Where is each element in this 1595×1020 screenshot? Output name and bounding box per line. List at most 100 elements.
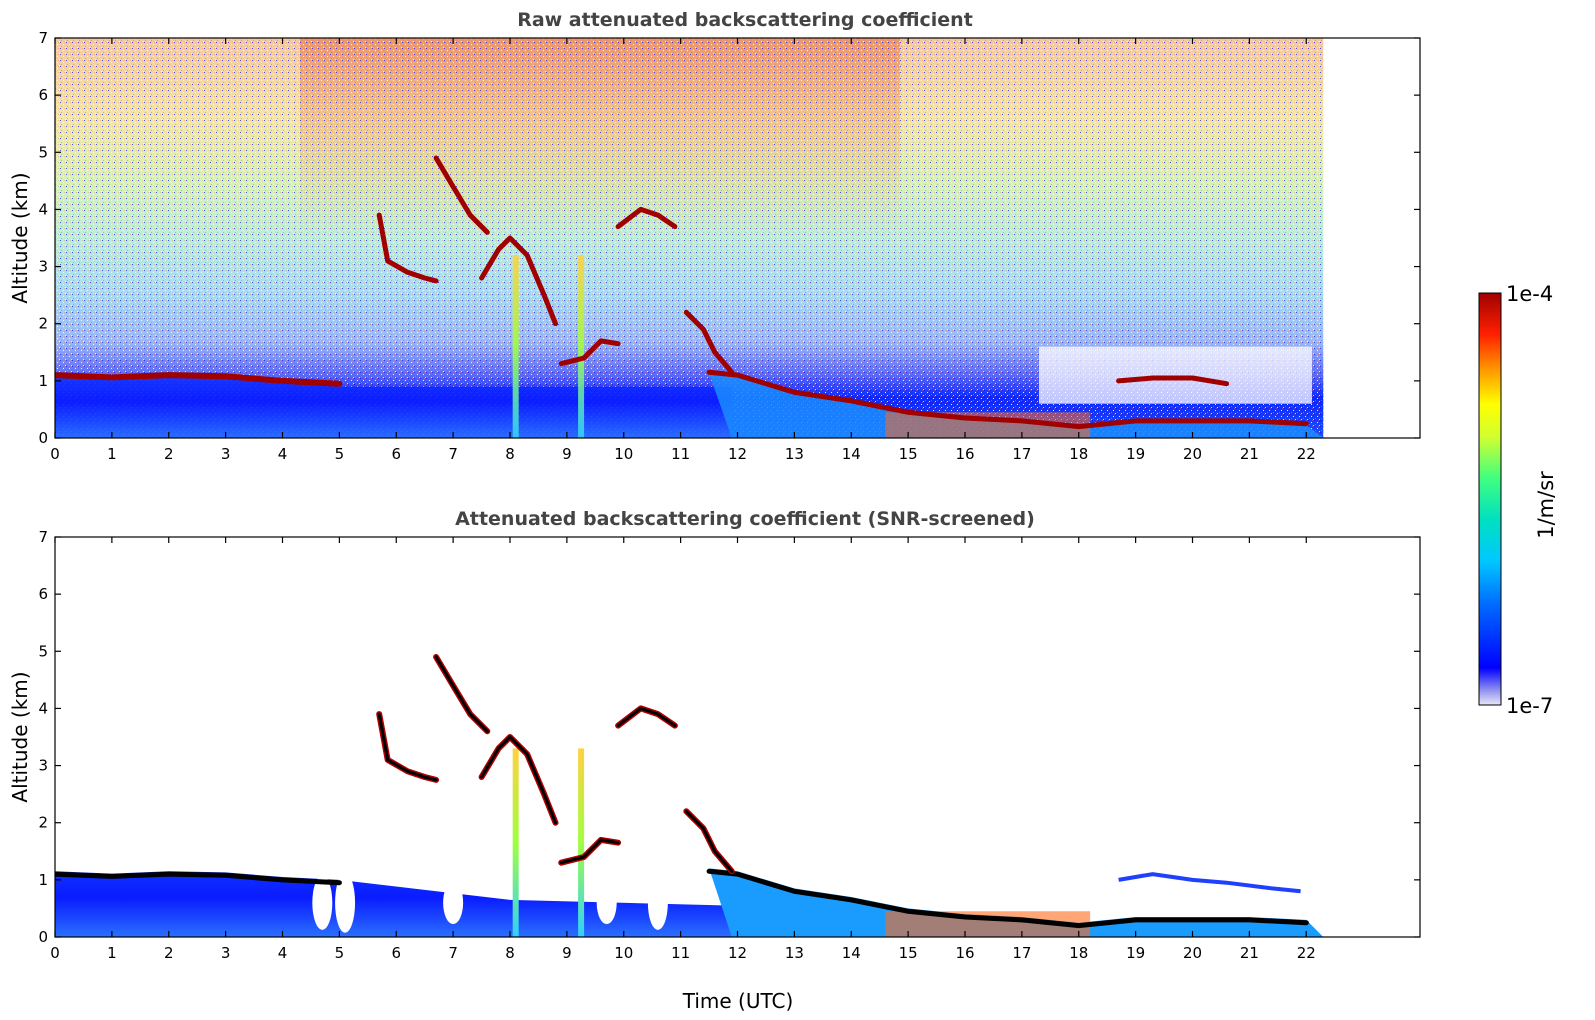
x-tick-label: 0 [50,944,60,962]
x-tick-label: 1 [107,944,117,962]
screened-gap [312,875,333,930]
sub-cloud-aerosol [709,373,1324,438]
x-tick-label: 20 [1183,944,1202,962]
x-tick-label: 12 [728,445,747,463]
x-tick-label: 5 [335,944,345,962]
y-tick-label: 4 [38,699,48,717]
elevated-cloud-layer [1116,375,1230,387]
screened-gap [596,881,617,925]
x-tick-label: 17 [1012,944,1031,962]
x-tick-label: 10 [614,445,633,463]
x-tick-label: 22 [1297,944,1316,962]
x-tick-label: 8 [505,944,515,962]
x-tick-label: 7 [448,445,458,463]
x-tick-label: 3 [221,445,231,463]
y-tick-label: 3 [38,757,48,775]
colorbar-units-label: 1/m/sr [1534,471,1558,539]
x-tick-label: 9 [562,445,572,463]
elevated-cloud-layer [433,155,490,235]
x-tick-label: 6 [391,944,401,962]
elevated-cloud-layer [376,212,439,284]
x-tick-label: 21 [1240,944,1259,962]
screened-gap [443,881,464,925]
x-tick-label: 7 [448,944,458,962]
time-axis-label: Time (UTC) [682,989,794,1013]
screened-panel-title: Attenuated backscattering coefficient (S… [455,508,1035,530]
x-tick-label: 11 [671,944,690,962]
colorbar-gradient [1478,292,1502,706]
screened-x-axis: 0 1 2 3 4 5 6 7 8 9 10 11 12 13 14 15 16 17 18 19 20 21 22 [50,537,1316,962]
y-tick-label: 7 [38,528,48,546]
screened-backscatter-panel: Attenuated backscattering coefficient (S… [8,508,1421,1013]
y-tick-label: 2 [38,814,48,832]
x-tick-label: 14 [842,445,861,463]
screened-boundary-layer-top [55,871,342,886]
x-tick-label: 3 [221,944,231,962]
x-tick-label: 16 [955,445,974,463]
x-tick-label: 2 [164,445,174,463]
x-tick-label: 12 [728,944,747,962]
x-tick-label: 18 [1069,944,1088,962]
raw-panel-title: Raw attenuated backscattering coefficien… [517,9,973,31]
y-tick-label: 7 [38,29,48,47]
x-tick-label: 10 [614,944,633,962]
y-tick-label: 6 [38,86,48,104]
x-tick-label: 8 [505,445,515,463]
cloud-base-line [706,369,1309,430]
y-tick-label: 6 [38,585,48,603]
colorbar: 1e-4 1e-7 1/m/sr [1478,282,1558,718]
x-tick-label: 4 [278,944,288,962]
y-tick-label: 3 [38,258,48,276]
screened-heatmap-image [55,654,1324,937]
x-tick-label: 16 [955,944,974,962]
screened-elevated-layer [684,809,734,873]
x-tick-label: 9 [562,944,572,962]
precipitation-column [578,255,585,438]
raw-y-axis: 0 1 2 3 4 5 6 7 [38,29,1420,447]
screened-upper-aerosol [1118,872,1301,894]
x-tick-label: 0 [50,445,60,463]
screened-precipitation-column [578,748,585,937]
x-tick-label: 14 [842,944,861,962]
screened-elevated-layer [616,706,677,728]
y-tick-label: 5 [38,143,48,161]
screened-precipitation-column [512,748,519,937]
x-tick-label: 15 [899,944,918,962]
x-tick-label: 2 [164,944,174,962]
no-data-region [1323,38,1420,438]
screened-elevated-layer [377,712,438,782]
screened-cloud-base [706,868,1309,929]
x-tick-label: 13 [785,445,804,463]
x-tick-label: 20 [1183,445,1202,463]
elevated-cloud-layer [683,309,735,375]
screened-elevated-layer [559,838,620,865]
x-tick-label: 21 [1240,445,1259,463]
boundary-layer-aerosol [55,378,732,438]
elevated-cloud-layer [615,206,678,230]
y-tick-label: 2 [38,315,48,333]
y-tick-label: 0 [38,928,48,946]
raw-heatmap-image [55,38,1420,438]
x-tick-label: 22 [1297,445,1316,463]
raw-x-axis: 0 1 2 3 4 5 6 7 8 9 10 11 12 13 14 15 16 17 18 19 20 21 22 [50,38,1316,463]
x-tick-label: 15 [899,445,918,463]
elevated-cloud-layer [558,338,621,367]
colorbar-min-label: 1e-7 [1506,694,1553,718]
y-tick-label: 1 [38,372,48,390]
raw-backscatter-panel: Raw attenuated backscattering coefficien… [8,9,1421,463]
screened-y-axis-label: Altitude (km) [8,671,32,802]
elevated-cloud-layer [479,235,558,327]
x-tick-label: 19 [1126,944,1145,962]
x-tick-label: 11 [671,445,690,463]
colorbar-max-label: 1e-4 [1506,282,1553,306]
low-signal-region [1038,346,1312,404]
x-tick-label: 13 [785,944,804,962]
screened-elevated-layer [434,655,489,733]
x-tick-label: 17 [1012,445,1031,463]
x-tick-label: 4 [278,445,288,463]
x-tick-label: 1 [107,445,117,463]
x-tick-label: 5 [335,445,345,463]
y-tick-label: 5 [38,642,48,660]
raw-y-axis-label: Altitude (km) [8,172,32,303]
